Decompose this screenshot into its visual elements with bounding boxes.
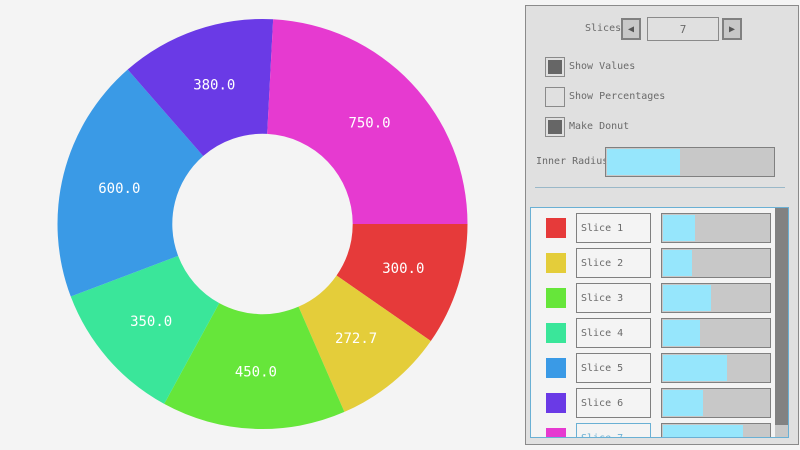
settings-panel: Slices ◀ 7 ▶ Show Values Show Percentage… (525, 5, 799, 445)
color-swatch[interactable] (546, 428, 566, 437)
inner-radius-slider[interactable] (605, 147, 775, 177)
donut-slice (267, 19, 468, 224)
slider-fill (663, 285, 711, 311)
slice-row: Slice 2 (531, 243, 776, 278)
slice-value-slider[interactable] (661, 248, 771, 278)
color-swatch[interactable] (546, 218, 566, 238)
slice-value-slider[interactable] (661, 283, 771, 313)
show-values-label: Show Values (569, 61, 636, 72)
color-swatch[interactable] (546, 323, 566, 343)
slice-value-slider[interactable] (661, 213, 771, 243)
color-swatch[interactable] (546, 393, 566, 413)
show-values-checkbox[interactable] (545, 57, 565, 77)
slice-value-label: 600.0 (98, 181, 140, 197)
slice-value-label: 750.0 (348, 115, 390, 131)
donut-slice (70, 255, 220, 404)
slider-fill (663, 355, 727, 381)
slice-name-field[interactable]: Slice 7 (576, 423, 651, 437)
divider (535, 187, 785, 188)
slice-row: Slice 4 (531, 313, 776, 348)
slice-name-field[interactable]: Slice 4 (576, 318, 651, 348)
slider-fill (663, 425, 743, 437)
slice-row: Slice 1 (531, 208, 776, 243)
slice-value-slider[interactable] (661, 388, 771, 418)
slice-value-slider[interactable] (661, 353, 771, 383)
slice-value-label: 300.0 (382, 261, 424, 277)
slices-count-field[interactable]: 7 (647, 17, 719, 41)
donut-slice (127, 19, 274, 157)
slider-fill (663, 215, 695, 241)
make-donut-checkbox[interactable] (545, 117, 565, 137)
color-swatch[interactable] (546, 358, 566, 378)
slice-name-field[interactable]: Slice 2 (576, 248, 651, 278)
slice-value-label: 450.0 (235, 364, 277, 380)
slice-value-label: 272.7 (335, 331, 377, 347)
make-donut-label: Make Donut (569, 121, 630, 132)
inner-radius-label: Inner Radius (536, 156, 609, 167)
increase-slices-button[interactable]: ▶ (722, 18, 742, 40)
show-percentages-checkbox[interactable] (545, 87, 565, 107)
slider-fill (607, 149, 681, 175)
slice-value-slider[interactable] (661, 318, 771, 348)
color-swatch[interactable] (546, 288, 566, 308)
slice-name-field[interactable]: Slice 3 (576, 283, 651, 313)
slider-fill (663, 250, 692, 276)
slice-row: Slice 5 (531, 348, 776, 383)
slice-row: Slice 3 (531, 278, 776, 313)
slice-value-label: 380.0 (193, 77, 235, 93)
scrollbar-thumb[interactable] (775, 208, 788, 425)
show-percentages-label: Show Percentages (569, 91, 666, 102)
donut-slice (164, 303, 345, 430)
arrow-right-icon: ▶ (728, 23, 736, 35)
slice-name-field[interactable]: Slice 6 (576, 388, 651, 418)
donut-slice (57, 69, 204, 297)
color-swatch[interactable] (546, 253, 566, 273)
slice-row: Slice 7 (531, 418, 776, 437)
slice-name-field[interactable]: Slice 1 (576, 213, 651, 243)
slice-name-field[interactable]: Slice 5 (576, 353, 651, 383)
decrease-slices-button[interactable]: ◀ (621, 18, 641, 40)
slider-fill (663, 390, 704, 416)
slice-value-slider[interactable] (661, 423, 771, 437)
slice-row: Slice 6 (531, 383, 776, 418)
donut-slice (298, 275, 431, 412)
donut-chart: 300.0 272.7 450.0 350.0 600.0 380.0 750.0 (57, 19, 468, 430)
slice-list: Slice 7 Slice 6 Slice 5 Slice 4 Slice 3 … (530, 207, 789, 438)
slices-label: Slices (585, 23, 622, 34)
donut-slice (336, 224, 468, 342)
slice-value-label: 350.0 (130, 314, 172, 330)
slider-fill (663, 320, 701, 346)
scrollbar[interactable] (775, 208, 788, 437)
arrow-left-icon: ◀ (627, 23, 635, 35)
